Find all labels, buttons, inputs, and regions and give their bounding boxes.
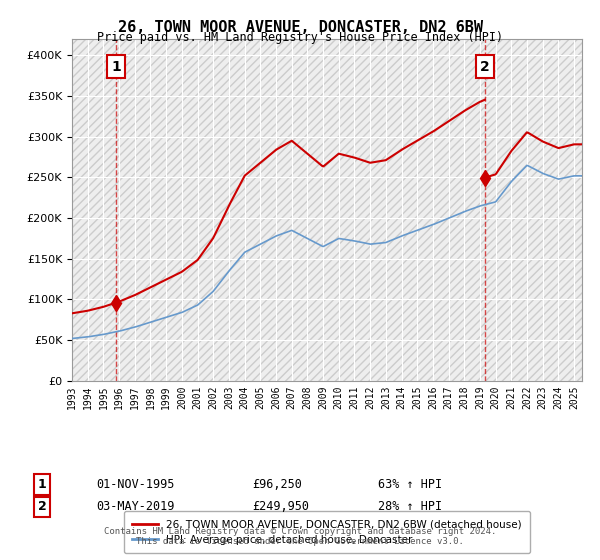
Text: 26, TOWN MOOR AVENUE, DONCASTER, DN2 6BW: 26, TOWN MOOR AVENUE, DONCASTER, DN2 6BW [118,20,482,35]
Text: 1: 1 [112,59,121,73]
Text: 28% ↑ HPI: 28% ↑ HPI [378,500,442,514]
Text: Price paid vs. HM Land Registry's House Price Index (HPI): Price paid vs. HM Land Registry's House … [97,31,503,44]
Text: 2: 2 [38,500,46,514]
Text: 03-MAY-2019: 03-MAY-2019 [96,500,175,514]
Text: Contains HM Land Registry data © Crown copyright and database right 2024.
This d: Contains HM Land Registry data © Crown c… [104,526,496,546]
Text: 1: 1 [38,478,46,491]
Text: £96,250: £96,250 [252,478,302,491]
Bar [72,39,582,381]
Text: 2: 2 [481,59,490,73]
Text: 01-NOV-1995: 01-NOV-1995 [96,478,175,491]
Legend: 26, TOWN MOOR AVENUE, DONCASTER, DN2 6BW (detached house), HPI: Average price, d: 26, TOWN MOOR AVENUE, DONCASTER, DN2 6BW… [124,511,530,553]
Text: 63% ↑ HPI: 63% ↑ HPI [378,478,442,491]
Text: £249,950: £249,950 [252,500,309,514]
